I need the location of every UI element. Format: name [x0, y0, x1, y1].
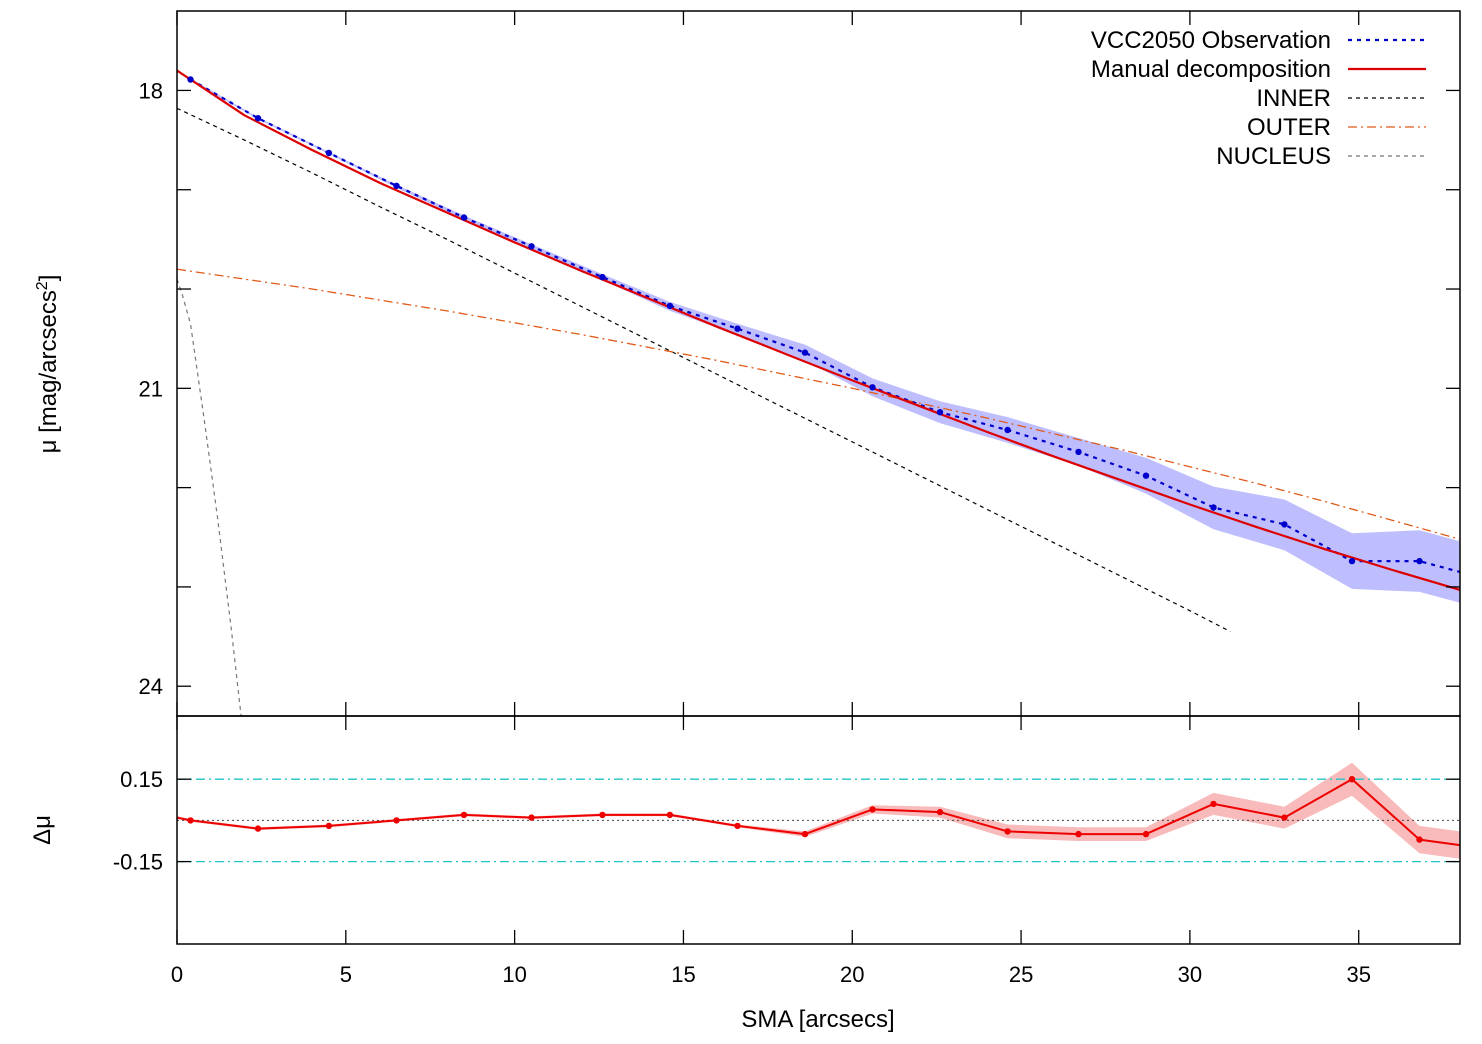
residual-point	[1142, 830, 1150, 838]
legend-label-vcc2050-observation: VCC2050 Observation	[1091, 27, 1331, 54]
bottom-y-tick-label: 0.15	[120, 767, 163, 792]
residual-point	[393, 817, 400, 824]
top-y-tick-label: 24	[139, 674, 163, 699]
vcc2050-observation-point	[1210, 504, 1217, 511]
legend-label-nucleus: NUCLEUS	[1216, 143, 1331, 170]
bottom-panel: 0.15 -0.15 0 5 10 15 20 25 30 35 Δμ SMA [arcsecs…	[29, 715, 1461, 1033]
residual-point	[666, 811, 674, 819]
residual-point	[460, 811, 468, 819]
vcc2050-observation-point	[187, 76, 194, 83]
vcc2050-observation-point	[1416, 557, 1423, 565]
residual-point	[1210, 800, 1217, 808]
vcc2050-observation-point	[1075, 448, 1082, 456]
x-axis-title: SMA [arcsecs]	[741, 1006, 894, 1033]
vcc2050-observation-point	[936, 409, 944, 416]
vcc2050-observation-point	[1281, 521, 1288, 528]
x-tick-label: 35	[1346, 962, 1370, 987]
x-tick-label: 5	[340, 962, 352, 987]
top-y-axis-title: μ [mag/arcsecs2]	[34, 275, 62, 454]
top-y-axis-title-superscript: 2	[34, 281, 51, 290]
top-panel: 18 21 24 μ [mag/arcsecs2] VCC2050 Observat…	[34, 10, 1461, 717]
residual-error-band	[177, 762, 1460, 859]
residual-point	[325, 822, 333, 830]
residual-point	[936, 808, 944, 816]
vcc2050-observation-point	[599, 273, 606, 281]
residual-point	[187, 817, 194, 824]
residual-point	[1281, 814, 1288, 821]
residual-point	[599, 811, 606, 819]
inner-line	[177, 107, 1231, 633]
x-tick-label: 25	[1009, 962, 1033, 987]
vcc2050-observation-point	[254, 115, 262, 122]
residual-point	[801, 830, 809, 838]
vcc2050-observation-point	[666, 302, 674, 310]
legend-label-inner: INNER	[1256, 85, 1331, 112]
bottom-y-tick-label: -0.15	[113, 850, 163, 875]
vcc2050-observation-point	[869, 384, 876, 391]
vcc2050-observation-point	[1142, 472, 1150, 479]
vcc2050-observation-point	[1348, 557, 1356, 565]
vcc2050-observation-point	[325, 149, 333, 157]
top-y-tick-label: 21	[139, 376, 163, 401]
residual-point	[1416, 836, 1423, 843]
residual-point	[254, 825, 262, 832]
legend-label-outer: OUTER	[1247, 114, 1331, 141]
residual-point	[528, 814, 535, 821]
bottom-y-axis-title: Δμ	[29, 815, 56, 845]
x-tick-label: 0	[171, 962, 183, 987]
residual-point	[1004, 828, 1011, 835]
residual-point	[1348, 776, 1356, 783]
x-tick-label: 30	[1178, 962, 1202, 987]
x-tick-label: 20	[840, 962, 864, 987]
legend-label-manual-decomposition: Manual decomposition	[1091, 56, 1331, 83]
bottom-panel-frame	[176, 715, 1461, 945]
vcc2050-observation-line	[189, 78, 1460, 574]
vcc2050-observation-point	[1004, 426, 1011, 434]
residual-point	[869, 806, 876, 813]
vcc2050-observation-point	[393, 182, 400, 189]
vcc2050-observation-error-band	[190, 78, 1460, 603]
x-tick-label: 10	[502, 962, 526, 987]
outer-line	[177, 268, 1460, 540]
x-tick-label: 15	[671, 962, 695, 987]
vcc2050-observation-point	[734, 325, 741, 332]
top-y-tick-label: 18	[139, 78, 163, 103]
nucleus-line	[177, 278, 242, 716]
residual-point	[1075, 830, 1082, 838]
residual-point	[734, 822, 741, 830]
manual-decomposition-line	[177, 69, 1460, 591]
vcc2050-observation-point	[460, 214, 468, 221]
vcc2050-observation-point	[528, 243, 535, 250]
vcc2050-observation-point	[801, 349, 809, 356]
